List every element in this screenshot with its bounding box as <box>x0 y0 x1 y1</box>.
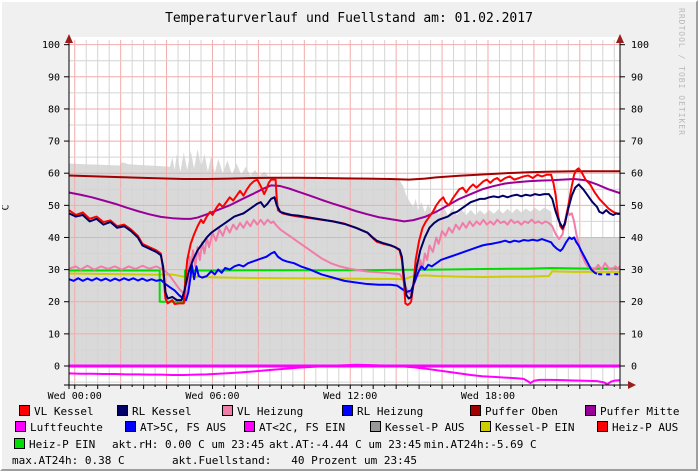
y-tick-label-left: 30 <box>48 265 60 276</box>
legend-label: Kessel-P AUS <box>385 421 465 434</box>
legend-item-rl-kessel: RL Kessel <box>117 405 192 418</box>
legend-color-swatch <box>19 405 30 416</box>
legend-item-luftfeuchte: Luftfeuchte <box>15 421 103 434</box>
legend-item-rl-heizung: RL Heizung <box>342 405 423 418</box>
legend-color-swatch <box>117 405 128 416</box>
y-tick-label-right: 30 <box>631 265 643 276</box>
y-tick-label-left: 10 <box>48 329 60 340</box>
y-tick-label-right: 90 <box>631 72 643 83</box>
series-rl-kessel <box>68 183 621 302</box>
y-tick-label-left: 90 <box>48 72 60 83</box>
y-tick-label-right: 80 <box>631 104 643 115</box>
fuellstand-area <box>69 149 620 366</box>
legend-item-at-5c-fs-aus: AT>5C, FS AUS <box>125 421 226 434</box>
legend-label: VL Kessel <box>34 405 94 418</box>
right-axis-arrow-icon <box>616 34 624 43</box>
legend-item-puffer-oben: Puffer Oben <box>470 405 558 418</box>
y-tick-label-right: 70 <box>631 137 643 148</box>
y-tick-label-left: 80 <box>48 104 60 115</box>
legend-label: Puffer Oben <box>485 405 558 418</box>
legend-color-swatch <box>370 421 381 432</box>
legend-color-swatch <box>14 438 25 449</box>
legend-label: Heiz-P EIN <box>29 438 96 451</box>
legend-color-swatch <box>244 421 255 432</box>
legend-item-heiz-p-aus: Heiz-P AUS <box>597 421 678 434</box>
legend-item-kessel-p-ein: Kessel-P EIN <box>480 421 574 434</box>
legend-color-swatch <box>125 421 136 432</box>
legend-color-swatch <box>470 405 481 416</box>
temperature-plot: 0 0 10 10 20 20 30 30 40 40 50 50 60 60 70 70 80 80 90 90 10… <box>42 34 649 402</box>
y-tick-label-left: 70 <box>48 137 60 148</box>
y-tick-label-right: 20 <box>631 297 643 308</box>
legend-item-puffer-mitte: Puffer Mitte <box>585 405 679 418</box>
y-tick-label-right: 10 <box>631 329 643 340</box>
y-tick-label-right: 60 <box>631 169 643 180</box>
status-text: max.AT24h: 0.38 C <box>12 454 125 467</box>
y-tick-label-left: 20 <box>48 297 60 308</box>
legend-item-heiz-p-ein: Heiz-P EIN <box>14 438 95 451</box>
legend-color-swatch <box>480 421 491 432</box>
chart-title: Temperaturverlauf und Fuellstand am: 01.… <box>165 11 533 26</box>
legend-color-swatch <box>597 421 608 432</box>
legend-color-swatch <box>342 405 353 416</box>
status-text: min.AT24h:-5.69 C <box>424 438 537 451</box>
legend-item-at-2c-fs-ein: AT<2C, FS EIN <box>244 421 345 434</box>
series-rl-heizung <box>68 236 598 302</box>
y-tick-label-left: 60 <box>48 169 60 180</box>
legend-label: AT<2C, FS EIN <box>259 421 346 434</box>
legend-label: Luftfeuchte <box>30 421 103 434</box>
y-tick-label-left: 50 <box>48 201 60 212</box>
legend-color-swatch <box>585 405 596 416</box>
x-tick-label: Wed 18:00 <box>461 391 515 402</box>
legend-label: RL Heizung <box>357 405 424 418</box>
legend-label: Heiz-P AUS <box>612 421 679 434</box>
series-kessel-p-ein <box>68 270 620 281</box>
status-text: akt.rH: 0.00 C um 23:45 <box>112 438 265 451</box>
series-heiz-p-ein <box>69 266 620 303</box>
y-tick-label-left: 0 <box>54 362 60 373</box>
y-tick-label-right: 40 <box>631 233 643 244</box>
y-tick-label-right: 0 <box>631 362 637 373</box>
legend-label: AT>5C, FS AUS <box>140 421 227 434</box>
legend-label: Kessel-P EIN <box>495 421 575 434</box>
legend-item-vl-heizung: VL Heizung <box>222 405 303 418</box>
x-tick-label: Wed 12:00 <box>323 391 377 402</box>
x-tick-label: Wed 00:00 <box>48 391 102 402</box>
legend-label: RL Kessel <box>132 405 192 418</box>
legend-color-swatch <box>15 421 26 432</box>
y-tick-label-left: 40 <box>48 233 60 244</box>
legend-label: Puffer Mitte <box>600 405 680 418</box>
legend-color-swatch <box>222 405 233 416</box>
status-text: akt.Fuellstand: 40 Prozent um 23:45 <box>172 454 418 467</box>
left-axis-arrow-icon <box>65 34 73 43</box>
x-axis-arrow-icon <box>628 381 636 389</box>
series-puffer-oben <box>68 170 620 181</box>
y-tick-label-right: 100 <box>631 40 649 51</box>
y-tick-label-left: 100 <box>42 40 60 51</box>
y-tick-label-right: 50 <box>631 201 643 212</box>
status-text: akt.AT:-4.44 C um 23:45 <box>269 438 422 451</box>
series-puffer-mitte <box>68 177 621 223</box>
legend-item-kessel-p-aus: Kessel-P AUS <box>370 421 464 434</box>
series-aussentemperatur <box>68 363 621 386</box>
x-tick-label: Wed 06:00 <box>185 391 239 402</box>
legend-label: VL Heizung <box>237 405 304 418</box>
legend-item-vl-kessel: VL Kessel <box>19 405 94 418</box>
